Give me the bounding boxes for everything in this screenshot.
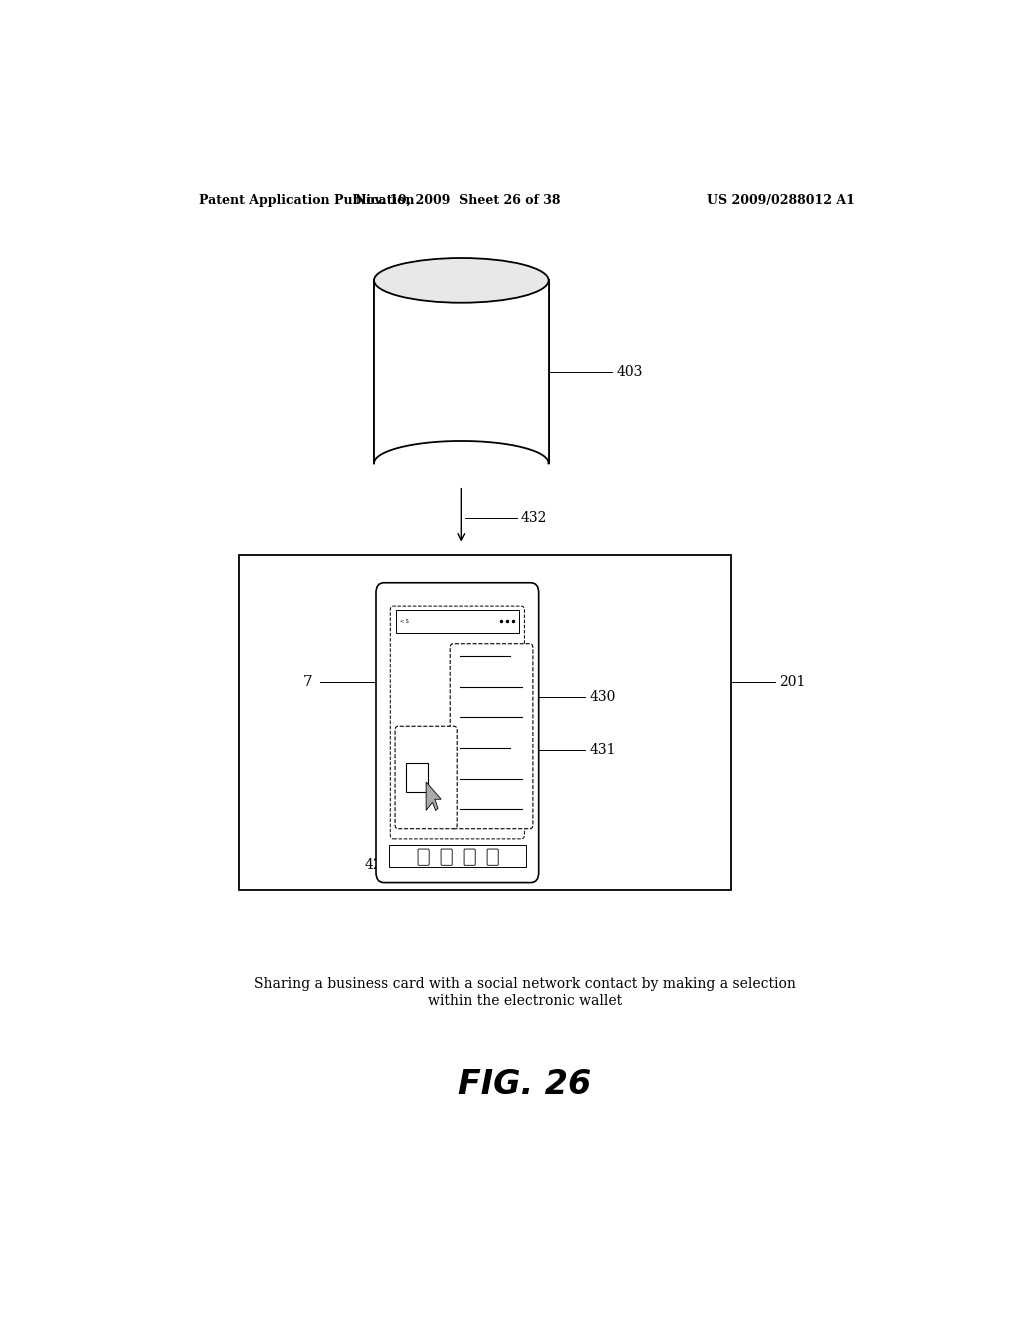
- Text: < S: < S: [399, 619, 409, 624]
- Text: FIG. 26: FIG. 26: [458, 1068, 592, 1101]
- Text: 425: 425: [365, 858, 391, 873]
- Text: Nov. 19, 2009  Sheet 26 of 38: Nov. 19, 2009 Sheet 26 of 38: [354, 194, 560, 207]
- Text: Sharing a business card with a social network contact by making a selection: Sharing a business card with a social ne…: [254, 977, 796, 990]
- Text: 201: 201: [779, 675, 805, 689]
- Text: 432: 432: [521, 511, 547, 524]
- Text: 431: 431: [589, 743, 615, 758]
- Text: 7: 7: [303, 675, 312, 689]
- Text: Patent Application Publication: Patent Application Publication: [200, 194, 415, 207]
- Text: US 2009/0288012 A1: US 2009/0288012 A1: [708, 194, 855, 207]
- Text: 430: 430: [589, 690, 615, 705]
- FancyBboxPatch shape: [451, 644, 532, 829]
- Ellipse shape: [374, 257, 549, 302]
- Polygon shape: [407, 763, 428, 792]
- Polygon shape: [426, 781, 441, 810]
- FancyBboxPatch shape: [395, 726, 457, 829]
- FancyBboxPatch shape: [376, 582, 539, 883]
- Polygon shape: [374, 280, 549, 463]
- Text: within the electronic wallet: within the electronic wallet: [428, 994, 622, 1008]
- Text: 403: 403: [616, 364, 642, 379]
